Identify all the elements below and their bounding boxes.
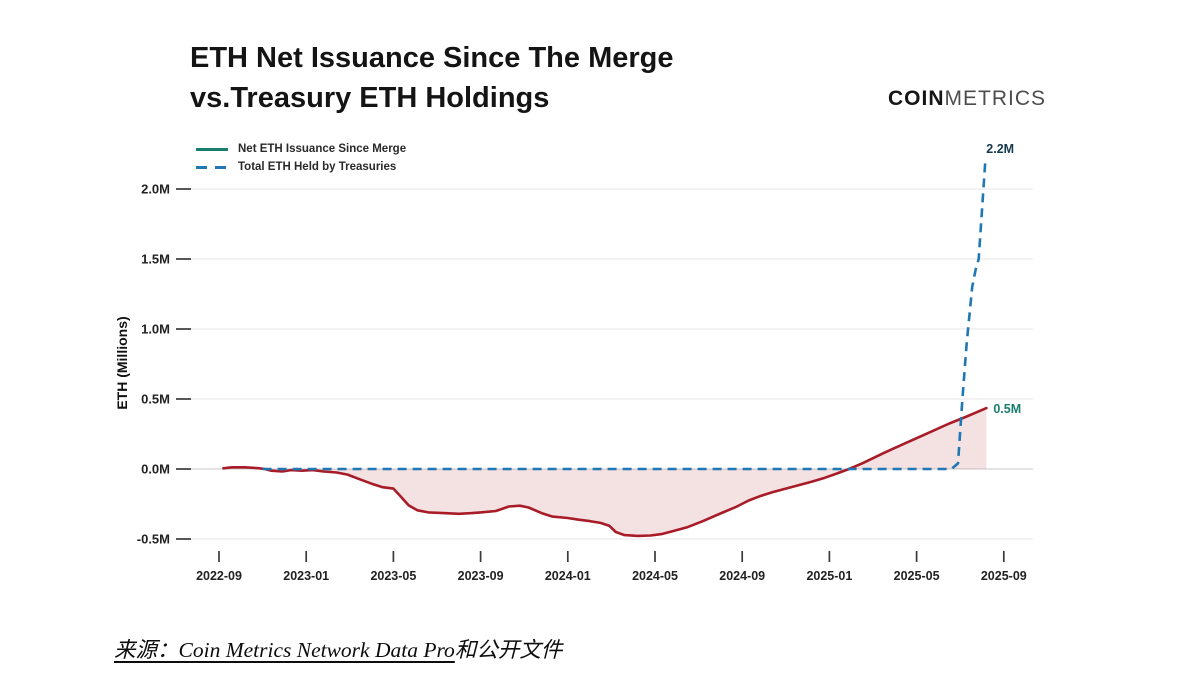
treasury-line bbox=[262, 160, 987, 471]
x-tick-label: 2023-09 bbox=[458, 569, 504, 583]
x-tick-label: 2023-01 bbox=[283, 569, 329, 583]
y-tick-label: 0.5M bbox=[141, 392, 170, 407]
page-title-line1: ETH Net Issuance Since The Merge bbox=[190, 42, 674, 74]
treasury-end-label: 2.2M bbox=[986, 142, 1014, 156]
x-tick-label: 2025-09 bbox=[981, 569, 1027, 583]
page-title: ETH Net Issuance Since The Merge vs.Treas… bbox=[190, 38, 673, 118]
x-tick-label: 2024-01 bbox=[545, 569, 591, 583]
y-tick-label: 1.0M bbox=[141, 322, 170, 337]
coinmetrics-logo-light: METRICS bbox=[944, 87, 1046, 110]
x-tick-label: 2025-01 bbox=[806, 569, 852, 583]
issuance-end-label: 0.5M bbox=[993, 402, 1021, 416]
source-note: 来源：Coin Metrics Network Data Pro和公开文件 bbox=[114, 633, 562, 664]
y-tick-label: 0.0M bbox=[141, 462, 170, 477]
source-link-text: 来源：Coin Metrics Network Data Pro bbox=[114, 638, 455, 662]
legend-item-treasuries: Total ETH Held by Treasuries bbox=[196, 158, 406, 176]
x-tick-label: 2023-05 bbox=[370, 569, 416, 583]
y-tick-label: 2.0M bbox=[141, 182, 170, 197]
dashed-line-swatch-icon bbox=[196, 165, 228, 169]
y-axis-title: ETH (Millions) bbox=[114, 316, 130, 409]
legend-label-treasuries: Total ETH Held by Treasuries bbox=[238, 161, 397, 173]
legend-item-net-issuance: Net ETH Issuance Since Merge bbox=[196, 140, 406, 158]
x-tick-label: 2024-05 bbox=[632, 569, 678, 583]
negative-area-fill bbox=[223, 408, 987, 536]
coinmetrics-logo-bold: COIN bbox=[888, 87, 945, 110]
net-issuance-line-negative bbox=[222, 406, 988, 538]
legend-label-net-issuance: Net ETH Issuance Since Merge bbox=[238, 143, 407, 155]
y-tick-label: -0.5M bbox=[137, 532, 170, 547]
source-suffix: 和公开文件 bbox=[454, 638, 563, 662]
x-tick-label: 2025-05 bbox=[894, 569, 940, 583]
solid-line-swatch-icon bbox=[196, 147, 228, 151]
y-tick-label: 1.5M bbox=[141, 252, 170, 267]
chart-legend: Net ETH Issuance Since Merge Total ETH H… bbox=[196, 140, 406, 176]
coinmetrics-logo: COINMETRICS bbox=[888, 87, 1046, 111]
x-tick-label: 2022-09 bbox=[196, 569, 242, 583]
page-title-line2: vs.Treasury ETH Holdings bbox=[190, 82, 550, 114]
x-tick-label: 2024-09 bbox=[719, 569, 765, 583]
